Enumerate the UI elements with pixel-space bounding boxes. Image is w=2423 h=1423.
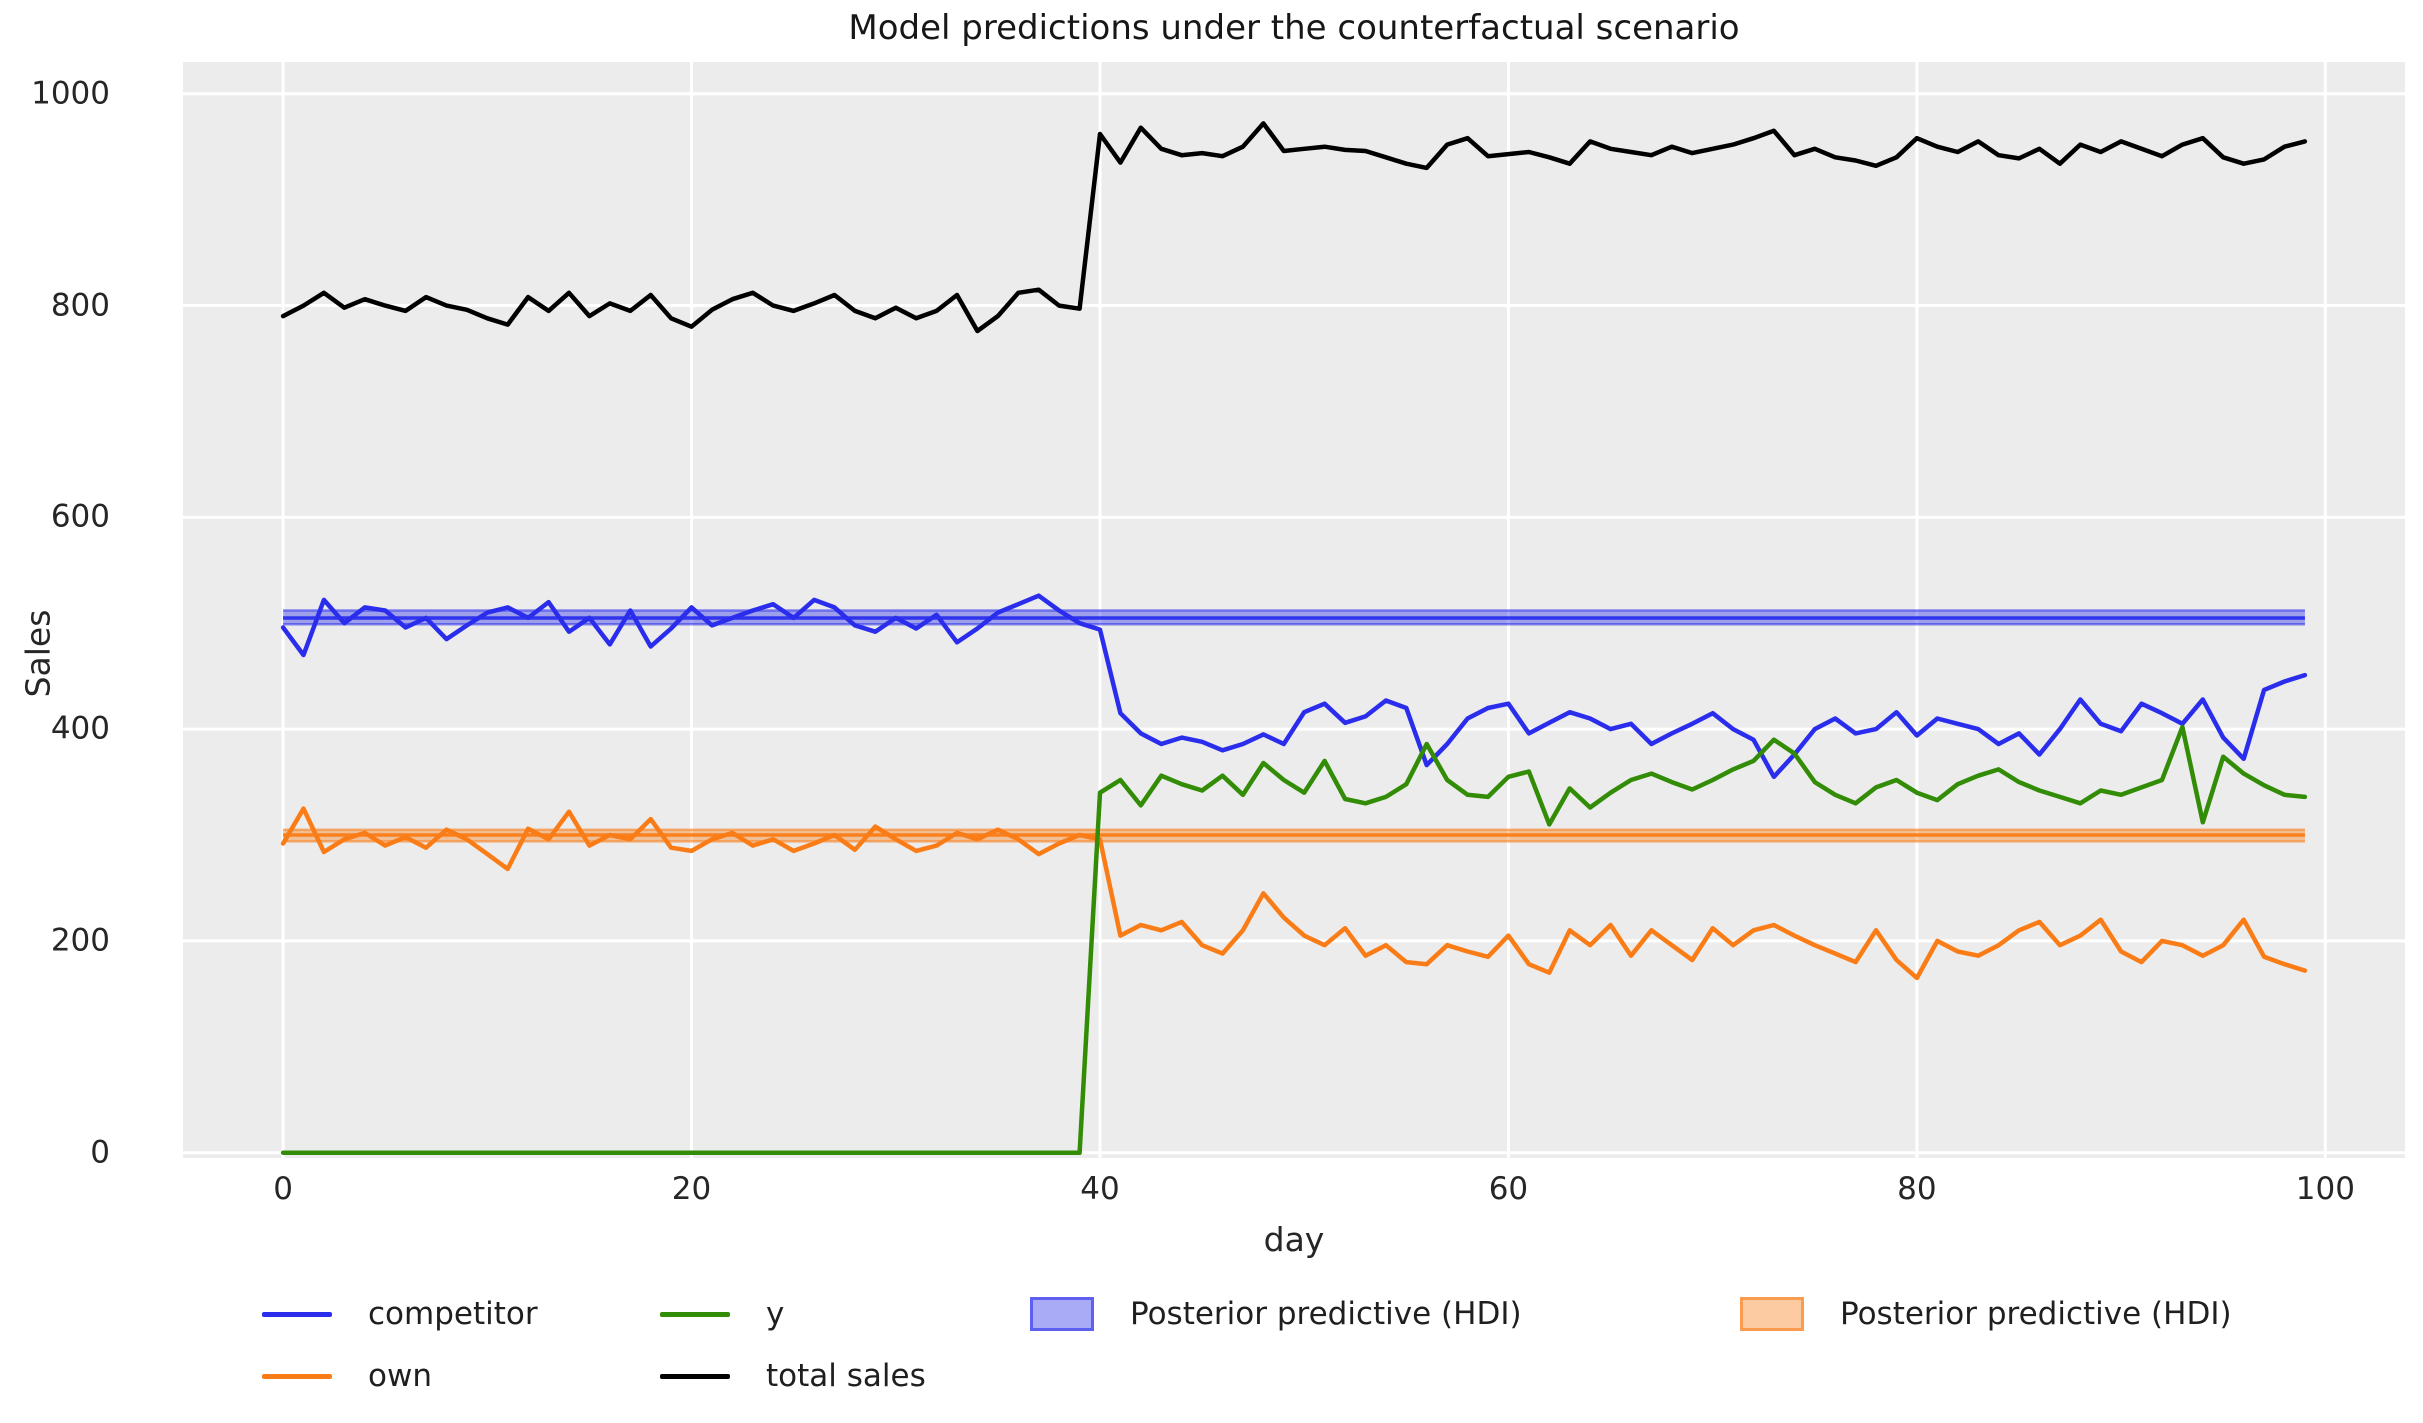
y-tick-label: 400	[50, 710, 110, 747]
legend: competitor own y total sales Posterior predi…	[0, 1296, 2423, 1416]
series-line-competitor	[280, 593, 2308, 780]
legend-item-y: y	[660, 1296, 926, 1332]
legend-label: y	[766, 1296, 785, 1332]
x-tick-label: 60	[1488, 1171, 1529, 1207]
legend-patch-swatch	[1030, 1297, 1094, 1331]
legend-line-swatch	[660, 1373, 730, 1379]
y-tick-label: 0	[90, 1134, 110, 1171]
legend-column: Posterior predictive (HDI)	[1740, 1296, 2232, 1332]
legend-label: total sales	[766, 1358, 926, 1394]
legend-line-swatch	[262, 1373, 332, 1379]
legend-patch-swatch	[1740, 1297, 1804, 1331]
y-tick-label: 1000	[31, 75, 110, 112]
legend-item-competitor: competitor	[262, 1296, 538, 1332]
legend-label: own	[368, 1358, 432, 1394]
legend-line-swatch	[660, 1311, 730, 1317]
x-tick-label: 100	[2295, 1171, 2355, 1207]
x-tick-label: 80	[1897, 1171, 1937, 1207]
x-tick-label: 0	[273, 1171, 293, 1207]
chart-title: Model predictions under the counterfactu…	[848, 8, 1740, 48]
legend-item-posterior-predictive-hdi-: Posterior predictive (HDI)	[1030, 1296, 1522, 1332]
legend-label: Posterior predictive (HDI)	[1130, 1296, 1522, 1332]
legend-item-total-sales: total sales	[660, 1358, 926, 1394]
series-line-total-sales	[280, 121, 2308, 334]
x-tick-label: 40	[1080, 1171, 1120, 1207]
y-tick-label: 200	[50, 922, 110, 959]
legend-column: competitor own	[262, 1296, 538, 1394]
legend-column: Posterior predictive (HDI)	[1030, 1296, 1522, 1332]
legend-item-own: own	[262, 1358, 538, 1394]
y-tick-label: 800	[50, 287, 110, 324]
legend-column: y total sales	[660, 1296, 926, 1394]
legend-label: competitor	[368, 1296, 538, 1332]
x-tick-label: 20	[671, 1171, 712, 1207]
legend-label: Posterior predictive (HDI)	[1840, 1296, 2232, 1332]
series-line-y	[280, 724, 2308, 1155]
legend-line-swatch	[262, 1311, 332, 1317]
x-axis-label: day	[1263, 1220, 1325, 1259]
y-tick-label: 600	[50, 498, 110, 535]
legend-item-posterior-predictive-hdi-: Posterior predictive (HDI)	[1740, 1296, 2232, 1332]
series-line-own	[280, 806, 2308, 981]
